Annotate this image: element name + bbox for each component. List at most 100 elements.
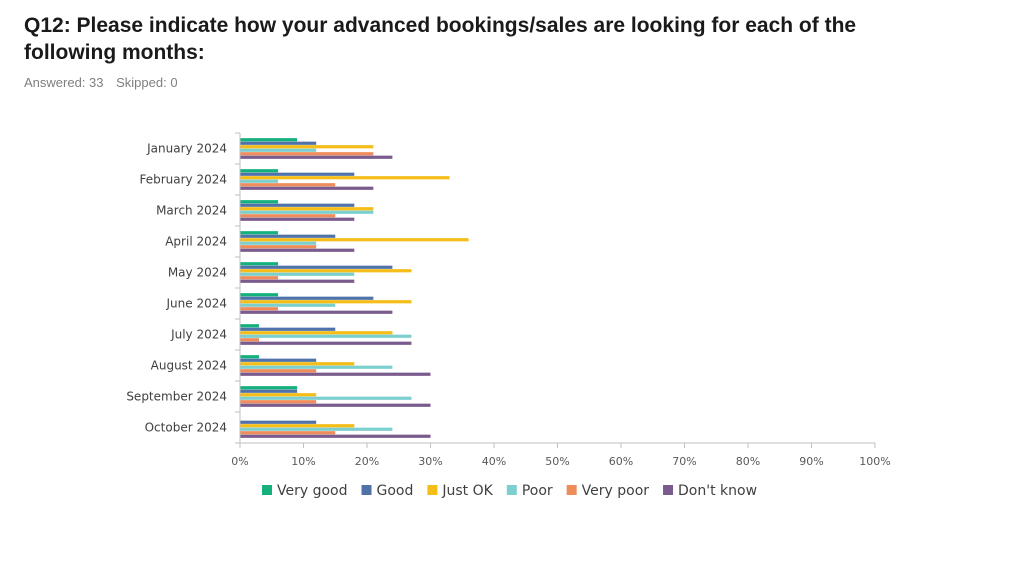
x-tick-label: 50% (545, 455, 569, 468)
bar (240, 207, 374, 211)
bar (240, 341, 412, 345)
x-tick-label: 70% (672, 455, 696, 468)
skipped-count: Skipped: 0 (116, 75, 178, 90)
x-tick-label: 0% (231, 455, 248, 468)
category-label: May 2024 (168, 266, 227, 280)
bar (240, 369, 317, 373)
bar (240, 279, 355, 283)
bar (240, 355, 260, 359)
legend-swatch (427, 485, 438, 495)
legend-label: Just OK (441, 483, 493, 499)
category-label: January 2024 (146, 142, 227, 156)
bar (240, 400, 317, 404)
bar (240, 272, 355, 276)
bar (240, 241, 317, 245)
bar (240, 138, 298, 142)
bar (240, 179, 279, 183)
bar (240, 334, 412, 338)
bar (240, 210, 374, 214)
bar (240, 214, 336, 218)
bar (240, 403, 431, 407)
x-tick-label: 90% (799, 455, 823, 468)
answered-count: Answered: 33 (24, 75, 104, 90)
x-tick-label: 60% (609, 455, 633, 468)
legend-label: Very good (277, 483, 348, 499)
bar (240, 169, 279, 173)
category-label: February 2024 (139, 173, 227, 187)
bar (240, 245, 317, 249)
legend-swatch (566, 485, 577, 495)
bar (240, 200, 279, 204)
category-label: April 2024 (165, 235, 227, 249)
legend-label: Poor (522, 483, 553, 499)
bar (240, 393, 317, 397)
x-tick-label: 80% (736, 455, 760, 468)
category-label: June 2024 (166, 297, 228, 311)
bar (240, 234, 336, 238)
legend-swatch (506, 485, 517, 495)
bar (240, 338, 260, 342)
bar (240, 145, 374, 149)
bar (240, 431, 336, 435)
bar (240, 362, 355, 366)
bar (240, 155, 393, 159)
bar (240, 148, 317, 152)
bar (240, 310, 393, 314)
response-summary: Answered: 33 Skipped: 0 (24, 75, 187, 90)
x-tick-label: 40% (482, 455, 506, 468)
bar (240, 424, 355, 428)
bar (240, 303, 336, 307)
chart-axes: January 2024 February 2024 March 2024 April… (126, 132, 891, 468)
bar (240, 396, 412, 400)
bar (240, 217, 355, 221)
bar (240, 152, 374, 156)
legend-label: Don't know (678, 483, 757, 499)
category-label: October 2024 (145, 421, 227, 435)
bar (240, 183, 336, 187)
bar (240, 327, 336, 331)
bar (240, 269, 412, 273)
bar (240, 307, 279, 311)
bar (240, 358, 317, 362)
bar (240, 231, 279, 235)
legend-label: Very poor (582, 483, 650, 499)
bar (240, 389, 298, 393)
category-label: March 2024 (156, 204, 227, 218)
bar (240, 365, 393, 369)
bar (240, 176, 450, 180)
bar (240, 203, 355, 207)
category-label: September 2024 (126, 390, 227, 404)
bar (240, 331, 393, 335)
legend-swatch (262, 485, 272, 495)
legend-swatch (663, 485, 674, 495)
bar (240, 262, 279, 266)
bar (240, 324, 260, 328)
bar (240, 172, 355, 176)
page-title: Q12: Please indicate how your advanced b… (24, 14, 857, 64)
category-label: July 2024 (170, 328, 227, 342)
bar (240, 186, 374, 190)
bar (240, 420, 317, 424)
bar (240, 427, 393, 431)
bar (240, 434, 431, 438)
x-tick-label: 20% (355, 455, 379, 468)
x-tick-label: 30% (418, 455, 442, 468)
bar (240, 265, 393, 269)
category-label: August 2024 (151, 359, 227, 373)
bar (240, 248, 355, 252)
bar (240, 293, 279, 297)
bar (240, 386, 298, 390)
bar (240, 300, 412, 304)
chart-bars (240, 138, 469, 438)
bar (240, 276, 279, 280)
bar (240, 296, 374, 300)
x-tick-label: 100% (859, 455, 890, 468)
bar (240, 372, 431, 376)
legend-label: Good (377, 483, 414, 499)
chart-legend: Very good Good Just OK Poor Very poor Don't k… (262, 483, 757, 499)
bar (240, 238, 469, 242)
legend-swatch (361, 485, 372, 495)
x-tick-label: 10% (291, 455, 315, 468)
bar (240, 141, 317, 145)
